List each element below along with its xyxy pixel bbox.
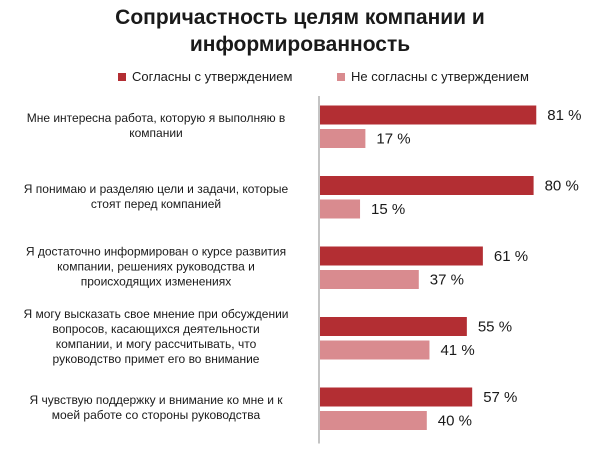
- category-label: Я могу высказать свое мнение при обсужде…: [6, 307, 306, 367]
- data-label-disagree: 41 %: [440, 342, 474, 359]
- bar-disagree: [320, 270, 419, 289]
- bar-disagree: [320, 411, 427, 430]
- bar-disagree: [320, 199, 361, 219]
- category-label-line: моей работе со стороны руководства: [51, 408, 261, 422]
- bar-agree: [320, 246, 483, 266]
- category-label: Мне интересна работа, которую я выполняю…: [6, 111, 306, 141]
- legend-item-agree: Согласны с утверждением: [118, 69, 292, 84]
- category-label-line: руководство примет его во внимание: [52, 351, 260, 366]
- category-label: Я чувствую поддержку и внимание ко мне и…: [6, 393, 306, 423]
- category-label-line: Я могу высказать свое мнение при обсужде…: [23, 306, 289, 321]
- data-label-agree: 55 %: [478, 319, 512, 336]
- legend-label-disagree: Не согласны с утверждением: [351, 69, 529, 84]
- bar-disagree: [320, 129, 366, 148]
- chart-title: Сопричастность целям компании и информир…: [0, 4, 600, 58]
- category-label-line: происходящих изменениях: [80, 274, 232, 289]
- chart-title-line-1: Сопричастность целям компании и: [115, 6, 485, 29]
- category-label: Я достаточно информирован о курсе развит…: [6, 245, 306, 290]
- data-label-agree: 57 %: [483, 389, 517, 406]
- category-label: Я понимаю и разделяю цели и задачи, кото…: [6, 182, 306, 212]
- category-label-line: компании, и могу рассчитывать, что: [55, 336, 257, 351]
- legend-swatch-disagree: [337, 72, 345, 81]
- category-label-line: Я понимаю и разделяю цели и задачи, кото…: [23, 181, 289, 196]
- category-label-line: вопросов, касающихся деятельности: [52, 321, 260, 336]
- data-label-disagree: 15 %: [371, 201, 405, 218]
- legend-item-disagree: Не согласны с утверждением: [337, 69, 529, 84]
- legend-swatch-agree: [118, 72, 126, 81]
- bar-agree: [320, 317, 467, 336]
- category-label-line: Я чувствую поддержку и внимание ко мне и…: [29, 393, 283, 407]
- data-label-agree: 61 %: [494, 248, 528, 265]
- data-label-agree: 81 %: [547, 107, 581, 124]
- chart-legend: Согласны с утверждением Не согласны с ут…: [0, 69, 600, 85]
- category-label-line: Я достаточно информирован о курсе развит…: [25, 244, 287, 259]
- bar-agree: [320, 105, 537, 125]
- chart-title-line-2: информированность: [189, 33, 411, 56]
- data-label-agree: 80 %: [545, 178, 579, 195]
- bar-disagree: [320, 340, 430, 360]
- data-label-disagree: 37 %: [430, 272, 464, 289]
- legend-label-agree: Согласны с утверждением: [132, 69, 293, 84]
- category-label-line: Мне интересна работа, которую я выполняю…: [26, 111, 286, 125]
- category-label-line: компании, решениях руководства и: [57, 259, 255, 274]
- data-label-disagree: 40 %: [438, 413, 472, 430]
- bar-agree: [320, 176, 534, 195]
- bar-agree: [320, 387, 473, 407]
- category-label-line: стоят перед компанией: [90, 196, 222, 211]
- category-label-line: компании: [129, 126, 183, 140]
- data-label-disagree: 17 %: [376, 131, 410, 148]
